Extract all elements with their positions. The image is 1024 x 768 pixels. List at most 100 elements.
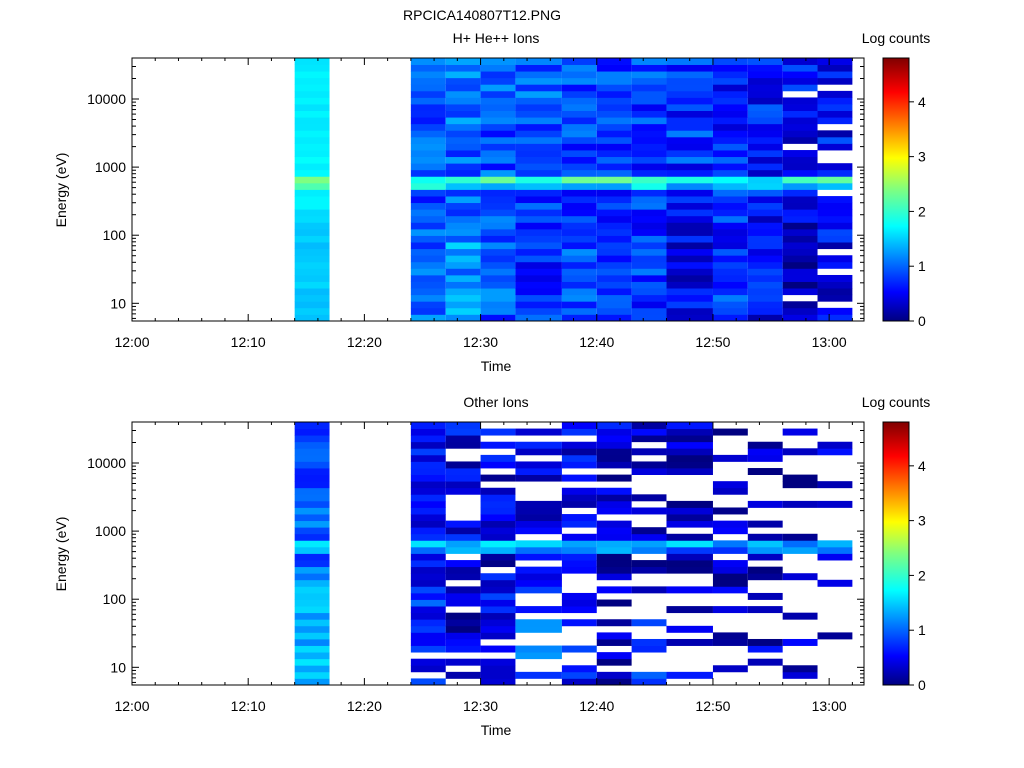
heatmap-cell	[747, 573, 783, 581]
heatmap-cell	[410, 255, 446, 263]
heatmap-cell	[596, 150, 632, 158]
heatmap-cell	[666, 136, 713, 144]
heatmap-cell	[561, 665, 597, 673]
heatmap-cell	[480, 117, 516, 125]
heatmap-cell	[631, 143, 667, 151]
heatmap-cell	[410, 448, 446, 456]
heatmap-cell	[480, 123, 516, 131]
heatmap-cell	[561, 422, 597, 429]
heatmap-cell	[666, 117, 713, 125]
heatmap-cell	[480, 586, 516, 594]
heatmap-cell	[445, 222, 481, 230]
heatmap-cell	[410, 156, 446, 164]
heatmap-cell	[294, 235, 330, 243]
heatmap-cell	[561, 281, 597, 289]
heatmap-cell	[480, 632, 516, 640]
heatmap-cell	[515, 209, 562, 217]
heatmap-cell	[515, 514, 562, 522]
heatmap-cell	[445, 228, 481, 236]
heatmap-cell	[445, 592, 481, 600]
y-tick-label: 10000	[87, 455, 126, 471]
colorbar-tick-label: 3	[918, 149, 926, 165]
heatmap-cell	[294, 301, 330, 309]
heatmap-cell	[666, 520, 713, 528]
heatmap-cell	[445, 136, 481, 144]
heatmap-cell	[480, 228, 516, 236]
heatmap-cell	[666, 235, 713, 243]
heatmap-cell	[596, 314, 632, 322]
heatmap-cell	[747, 288, 783, 296]
heatmap-cell	[631, 638, 667, 646]
heatmap-cell	[631, 77, 667, 85]
heatmap-cell	[294, 242, 330, 250]
heatmap-cell	[747, 110, 783, 118]
heatmap-cell	[480, 665, 516, 673]
heatmap-cell	[666, 500, 713, 508]
heatmap-cell	[480, 288, 516, 296]
heatmap-cell	[747, 84, 783, 92]
heatmap-cell	[631, 71, 667, 79]
heatmap-cell	[294, 209, 330, 217]
heatmap-cell	[480, 156, 516, 164]
heatmap-cell	[747, 130, 783, 138]
colorbar-tick-label: 4	[918, 458, 926, 474]
heatmap-cell	[294, 64, 330, 72]
heatmap-cell	[410, 540, 446, 548]
heatmap-cell	[410, 104, 446, 111]
heatmap-cell	[596, 678, 632, 686]
heatmap-cell	[747, 215, 783, 223]
colorbar-tick-label: 1	[918, 622, 926, 638]
heatmap-cell	[666, 77, 713, 85]
x-tick-label: 13:00	[812, 334, 847, 350]
heatmap-cell	[596, 566, 632, 574]
heatmap-cell	[480, 169, 516, 177]
x-tick-label: 12:10	[231, 334, 266, 350]
heatmap-cell	[445, 248, 481, 256]
heatmap-cell	[480, 573, 516, 581]
heatmap-cell	[596, 487, 632, 495]
heatmap-cell	[561, 540, 597, 548]
heatmap-cell	[410, 665, 446, 673]
heatmap-cell	[596, 242, 632, 250]
heatmap-cell	[631, 494, 667, 502]
heatmap-cell	[515, 202, 562, 210]
heatmap-cell	[445, 274, 481, 282]
heatmap-cell	[294, 592, 330, 600]
heatmap-cell	[515, 274, 562, 282]
y-tick-label: 10000	[87, 91, 126, 107]
heatmap-cell	[410, 586, 446, 594]
heatmap-cell	[410, 58, 446, 65]
heatmap-cell	[445, 573, 481, 581]
heatmap-cell	[410, 163, 446, 171]
heatmap-cell	[666, 274, 713, 282]
figure-title: RPCICA140807T12.PNG	[403, 7, 561, 23]
heatmap-cell	[596, 90, 632, 98]
heatmap-cell	[410, 314, 446, 322]
heatmap-cell	[596, 454, 632, 462]
heatmap-cell	[294, 658, 330, 666]
heatmap-cell	[596, 301, 632, 309]
heatmap-cell	[515, 461, 562, 469]
heatmap-cell	[712, 242, 748, 250]
heatmap-cell	[666, 90, 713, 98]
heatmap-cell	[445, 441, 481, 449]
heatmap-cell	[747, 592, 783, 600]
heatmap-cell	[782, 573, 818, 581]
heatmap-cell	[561, 97, 597, 105]
heatmap-cell	[515, 71, 562, 79]
heatmap-cell	[596, 156, 632, 164]
heatmap-cell	[631, 281, 667, 289]
heatmap-cell	[817, 97, 853, 105]
heatmap-cell	[445, 261, 481, 269]
heatmap-cell	[631, 189, 667, 197]
heatmap-cell	[294, 156, 330, 164]
heatmap-cell	[596, 474, 632, 482]
heatmap-cell	[666, 461, 713, 469]
x-tick-label: 12:50	[695, 698, 730, 714]
heatmap-cell	[712, 632, 748, 640]
heatmap-cell	[712, 281, 748, 289]
heatmap-cell	[666, 625, 713, 633]
y-axis-ticks: 10 100 1000 10000	[87, 421, 864, 683]
heatmap-cell	[294, 612, 330, 620]
heatmap-cell	[445, 468, 481, 475]
